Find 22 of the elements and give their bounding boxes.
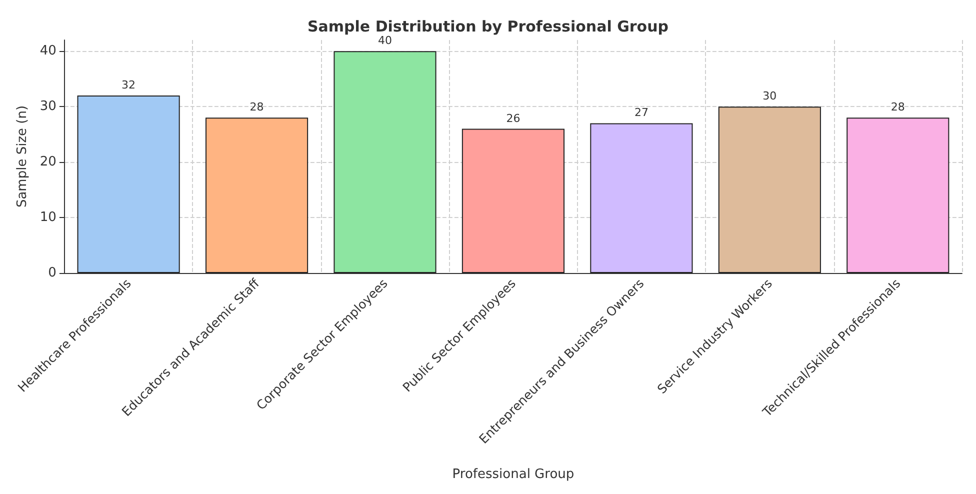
bar — [846, 118, 950, 273]
bar — [334, 51, 436, 273]
y-tick-label: 30 — [40, 99, 56, 114]
bar — [77, 95, 180, 273]
bar — [205, 118, 308, 273]
data-label: 28 — [250, 100, 264, 114]
data-label: 28 — [890, 100, 905, 114]
data-label: 26 — [506, 112, 520, 125]
bar — [718, 106, 821, 273]
y-tick-label: 10 — [40, 210, 56, 226]
data-label: 30 — [762, 90, 777, 103]
y-tick-label: 20 — [40, 154, 56, 170]
data-label: 40 — [378, 34, 392, 48]
data-label: 27 — [634, 106, 648, 120]
x-axis-title: Professional Group — [452, 467, 574, 482]
y-tick-label: 40 — [40, 44, 56, 59]
bar — [590, 123, 693, 273]
y-tick-label: 0 — [48, 266, 56, 280]
chart-title: Sample Distribution by Professional Group — [307, 18, 669, 36]
bar — [462, 128, 565, 273]
data-label: 32 — [122, 78, 136, 92]
y-axis-title: Sample Size (n) — [15, 105, 30, 208]
